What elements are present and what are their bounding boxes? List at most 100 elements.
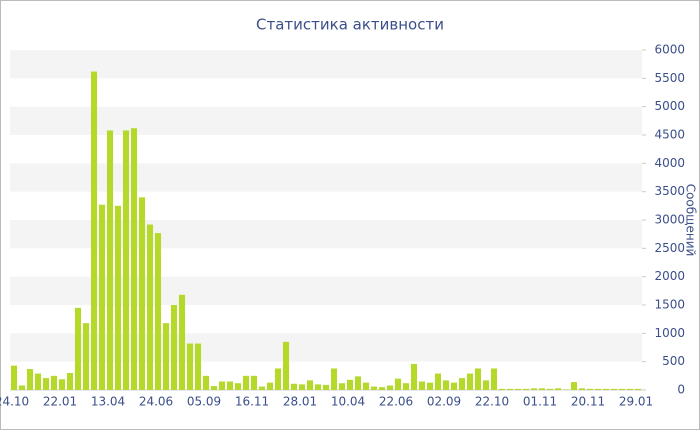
bar [274,368,282,390]
bar [130,128,138,390]
bar [114,205,122,390]
bar [138,197,146,390]
bar [418,381,426,390]
bar [226,381,234,390]
bar [562,389,570,390]
bar [578,388,586,390]
bar [594,388,602,390]
y-tick-label: 5000 [654,99,685,113]
x-tick-label: 20.11 [571,395,605,409]
bar [314,384,322,390]
bar [362,382,370,390]
bar [386,385,394,390]
bar [82,323,90,390]
grid-band [10,163,642,192]
bar [482,380,490,390]
y-tick-label: 4500 [654,128,685,142]
x-tick-label: 22.01 [43,395,77,409]
bar [586,388,594,390]
x-tick-label: 28.01 [283,395,317,409]
x-tick-label: 05.09 [187,395,221,409]
y-tick-label: 2000 [654,269,685,283]
bar [210,386,218,390]
bar [146,224,154,390]
bar [506,388,514,390]
bar [290,383,298,390]
y-tick-label: 1000 [654,326,685,340]
y-tick-label: 6000 [654,43,685,57]
x-tick-label: 01.11 [523,395,557,409]
x-tick-label: 29.01 [619,395,653,409]
bar [250,375,258,390]
bar [490,368,498,390]
bar [370,386,378,390]
y-tick-label: 3000 [654,213,685,227]
chart-title: Статистика активности [256,16,444,34]
x-tick-label: 10.04 [331,395,365,409]
bar [58,379,66,390]
y-tick-label: 5500 [654,71,685,85]
grid-band [10,106,642,135]
y-tick-label: 3500 [654,184,685,198]
bar [530,388,538,390]
bar [434,373,442,390]
bar [466,373,474,390]
y-axis-label: Сообщений [684,184,698,257]
bar [626,388,634,390]
bar [122,130,130,390]
bar [34,373,42,390]
bar [426,382,434,390]
x-tick-label: 24.06 [139,395,173,409]
bar [154,233,162,390]
bar [162,323,170,390]
bar [602,388,610,390]
bar [18,385,26,390]
bar [378,387,386,390]
bar [178,294,186,390]
bar [442,380,450,390]
bar [66,373,74,390]
bar [98,204,106,390]
bar [514,388,522,390]
bar [554,388,562,390]
y-tick-label: 1500 [654,298,685,312]
grid-band [10,50,642,79]
bar [634,388,642,390]
bar [194,343,202,390]
bar [266,382,274,390]
bar [538,388,546,390]
x-tick-label: 13.04 [91,395,125,409]
bar [306,380,314,390]
bar [610,388,618,390]
bar [282,341,290,390]
bar [458,378,466,390]
x-tick-label: 22.06 [379,395,413,409]
bar [394,378,402,390]
bar [218,381,226,390]
bar [50,375,58,390]
bar [106,130,114,390]
bar [234,383,242,390]
bar [26,369,34,390]
bar [322,384,330,390]
x-tick-label: 02.09 [427,395,461,409]
bar [410,363,418,390]
bar [450,382,458,390]
bar [90,71,98,391]
bar [570,382,578,390]
bar [346,379,354,390]
x-tick-label: 22.10 [475,395,509,409]
bar [10,365,18,390]
bar [546,388,554,390]
bar [202,375,210,390]
bar [618,388,626,390]
bar [298,384,306,390]
bar [74,307,82,390]
bar [242,375,250,390]
bar [474,368,482,390]
bar [354,376,362,390]
bar [498,388,506,390]
y-tick-label: 4000 [654,156,685,170]
x-tick-label: 16.11 [235,395,269,409]
